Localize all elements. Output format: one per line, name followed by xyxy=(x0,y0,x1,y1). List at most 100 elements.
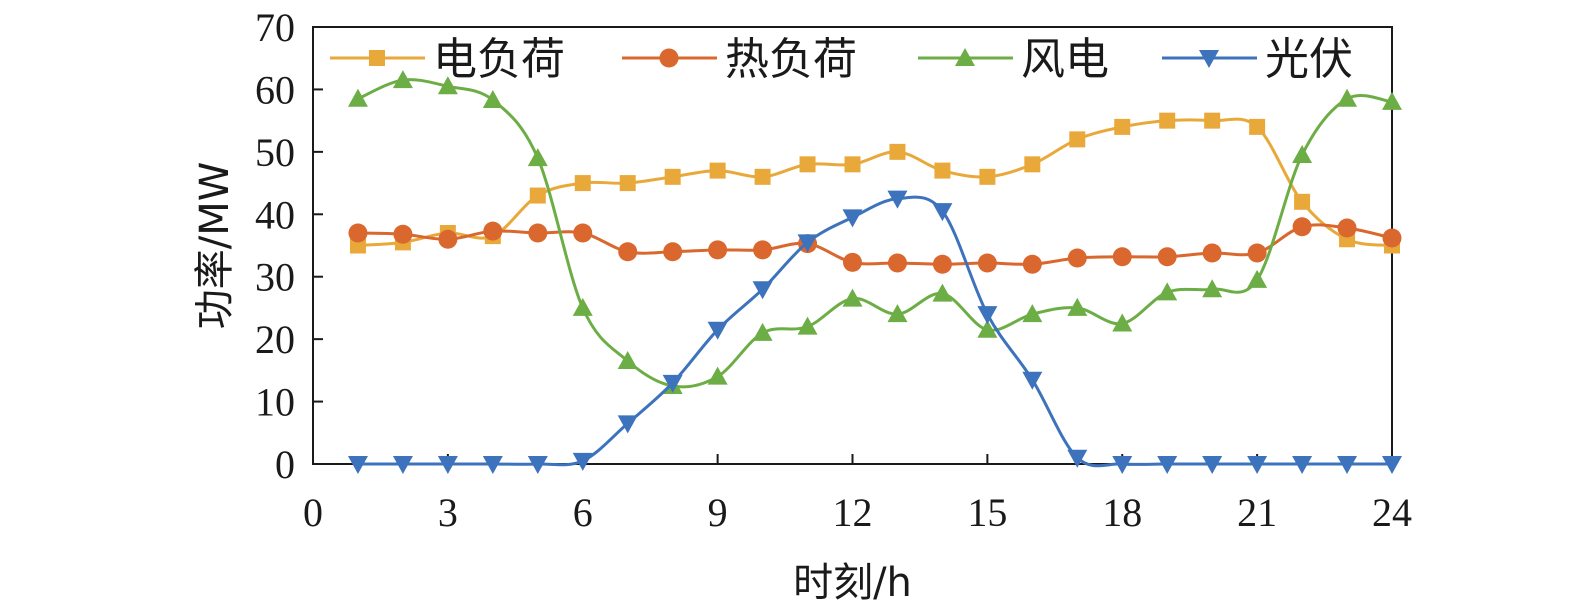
data-point-wind-power xyxy=(617,350,638,369)
data-point-pv-power xyxy=(1292,456,1313,474)
data-point-wind-power xyxy=(977,319,998,338)
series-line-pv-power xyxy=(357,195,1392,468)
y-tick-label: 50 xyxy=(255,130,295,175)
data-point-heat-load xyxy=(663,242,683,262)
data-point-electric-load xyxy=(574,175,591,192)
data-point-heat-load xyxy=(1337,218,1357,238)
data-point-electric-load xyxy=(1294,193,1311,210)
data-point-heat-load xyxy=(1382,228,1402,248)
data-point-electric-load xyxy=(664,168,681,185)
data-point-pv-power xyxy=(1112,456,1133,474)
data-point-electric-load xyxy=(754,168,771,185)
data-point-pv-power xyxy=(437,456,458,474)
data-point-pv-power xyxy=(527,456,548,474)
data-point-wind-power xyxy=(572,297,593,316)
x-axis-title: 时刻/h xyxy=(793,560,912,606)
data-point-heat-load xyxy=(348,223,368,243)
y-axis-title: 功率/MW xyxy=(192,162,238,330)
legend-label: 热负荷 xyxy=(725,34,857,85)
legend-label: 风电 xyxy=(1021,34,1109,85)
data-point-wind-power xyxy=(932,283,953,302)
data-point-heat-load xyxy=(438,229,458,249)
data-point-heat-load xyxy=(618,242,638,262)
data-point-heat-load xyxy=(1112,247,1132,267)
data-point-heat-load xyxy=(708,240,728,260)
legend: 电负荷 热负荷 风电 光伏 xyxy=(330,34,1353,85)
series-wind-power xyxy=(347,70,1402,394)
data-point-wind-power xyxy=(887,304,908,323)
data-point-pv-power xyxy=(932,203,953,222)
data-point-pv-power xyxy=(797,234,818,253)
data-point-heat-load xyxy=(1292,217,1312,237)
data-point-pv-power xyxy=(482,456,503,474)
data-point-heat-load xyxy=(932,254,952,274)
data-point-wind-power xyxy=(797,316,818,335)
data-point-pv-power xyxy=(1202,456,1223,474)
data-point-electric-load xyxy=(889,143,906,160)
data-point-pv-power xyxy=(662,374,683,393)
series-line-heat-load xyxy=(357,223,1393,266)
data-point-pv-power xyxy=(1337,456,1358,474)
data-point-wind-power xyxy=(1067,297,1088,316)
series-line-electric-load xyxy=(357,117,1393,247)
y-tick-label: 60 xyxy=(255,67,295,112)
data-point-pv-power xyxy=(1022,371,1043,390)
data-point-wind-power xyxy=(1202,279,1223,298)
series-heat-load xyxy=(348,217,1402,274)
x-tick-label: 21 xyxy=(1237,490,1277,535)
data-point-wind-power xyxy=(1382,91,1402,110)
data-point-pv-power xyxy=(977,306,998,325)
data-point-wind-power xyxy=(1292,144,1313,163)
x-tick-labels: 0 3 6 9 12 15 18 21 24 xyxy=(303,490,1412,535)
data-point-electric-load xyxy=(934,162,951,179)
data-point-wind-power xyxy=(1247,269,1268,288)
data-point-pv-power xyxy=(752,281,773,300)
data-point-pv-power xyxy=(1382,456,1402,474)
legend-swatch-marker xyxy=(1199,50,1219,68)
data-point-pv-power xyxy=(392,456,413,474)
data-point-electric-load xyxy=(1204,112,1221,129)
legend-swatch-marker xyxy=(955,48,975,66)
data-point-pv-power xyxy=(347,456,368,474)
data-point-heat-load xyxy=(573,223,593,243)
x-tick-label: 15 xyxy=(967,490,1007,535)
data-point-heat-load xyxy=(393,224,413,244)
data-point-wind-power xyxy=(437,76,458,95)
data-point-pv-power xyxy=(1247,456,1268,474)
x-tick-label: 3 xyxy=(438,490,458,535)
data-point-heat-load xyxy=(753,240,773,260)
data-point-heat-load xyxy=(528,223,548,243)
data-point-wind-power xyxy=(392,70,413,89)
series-line-wind-power xyxy=(357,78,1393,389)
series-pv-power xyxy=(347,190,1402,474)
legend-item-heat-load: 热负荷 xyxy=(622,34,857,85)
data-point-heat-load xyxy=(887,253,907,273)
data-point-electric-load xyxy=(1024,156,1041,173)
data-point-wind-power xyxy=(752,322,773,341)
y-tick-label: 30 xyxy=(255,255,295,300)
data-point-heat-load xyxy=(1202,243,1222,263)
data-point-pv-power xyxy=(707,321,728,340)
data-point-pv-power xyxy=(1157,456,1178,474)
data-point-heat-load xyxy=(1247,243,1267,263)
data-point-wind-power xyxy=(707,366,728,385)
x-tick-label: 18 xyxy=(1102,490,1142,535)
data-point-electric-load xyxy=(1114,118,1131,135)
data-point-heat-load xyxy=(1157,247,1177,267)
data-point-wind-power xyxy=(1022,304,1043,323)
x-tick-label: 0 xyxy=(303,490,323,535)
legend-swatch-marker xyxy=(369,50,385,66)
data-point-heat-load xyxy=(843,252,862,272)
x-tick-label: 6 xyxy=(573,490,593,535)
data-point-electric-load xyxy=(529,187,546,204)
data-point-wind-power xyxy=(1112,313,1133,332)
data-point-wind-power xyxy=(347,88,368,107)
legend-item-electric-load: 电负荷 xyxy=(330,34,565,85)
data-point-pv-power xyxy=(842,209,863,228)
data-point-electric-load xyxy=(1159,112,1176,129)
data-point-heat-load xyxy=(1067,248,1087,268)
data-point-pv-power xyxy=(1067,449,1088,468)
data-point-heat-load xyxy=(977,253,997,273)
legend-item-pv-power: 光伏 xyxy=(1162,34,1353,85)
